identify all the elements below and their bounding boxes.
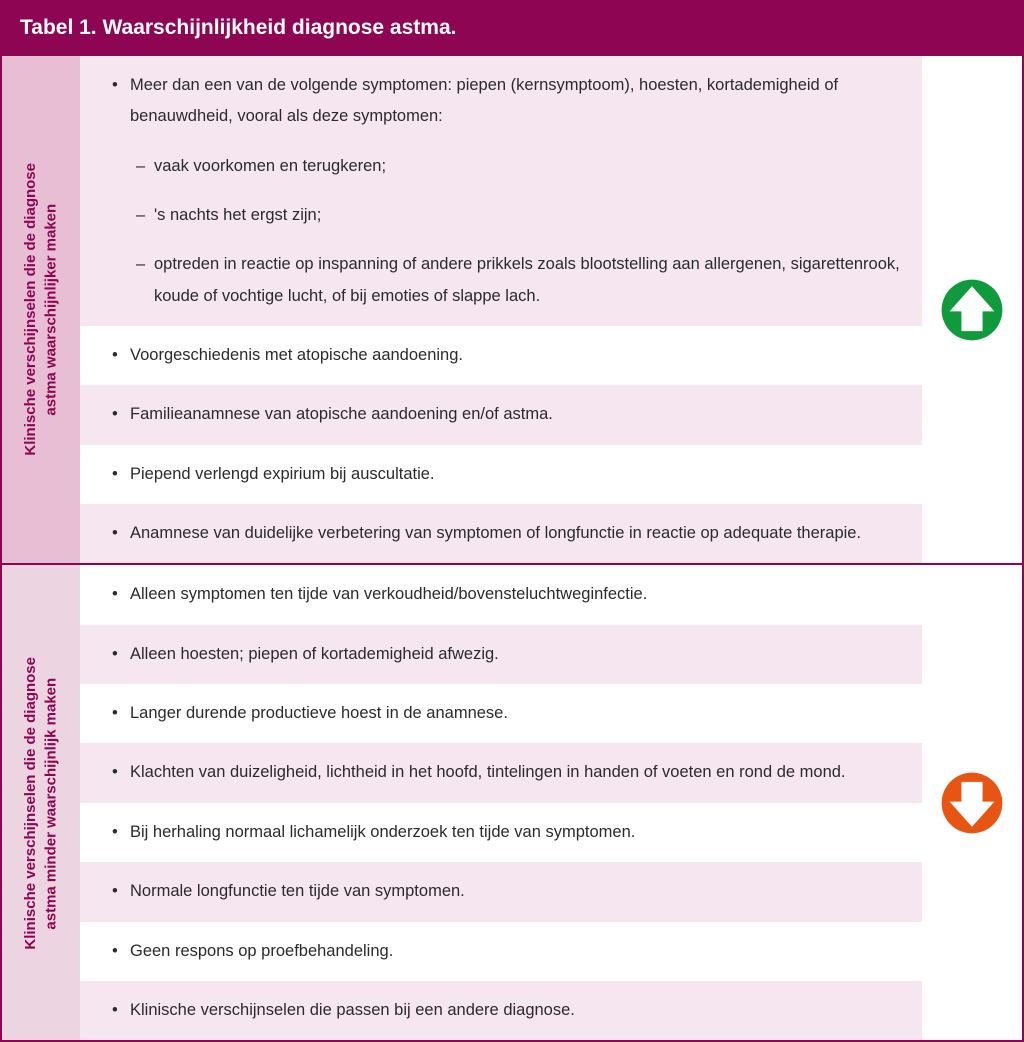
bullet-text: Meer dan een van de volgende symptomen: …	[112, 70, 902, 133]
table-row: Piepend verlengd expirium bij auscultati…	[80, 445, 922, 504]
table-row: Familieanamnese van atopische aandoening…	[80, 385, 922, 444]
table-row: Langer durende productieve hoest in de a…	[80, 684, 922, 743]
arrow-down-icon	[939, 770, 1005, 836]
bullet-text: Alleen hoesten; piepen of kortademigheid…	[112, 639, 902, 670]
table-row: Bij herhaling normaal lichamelijk onderz…	[80, 803, 922, 862]
bullet-text: Geen respons op proefbehandeling.	[112, 936, 902, 967]
icon-column-down	[922, 565, 1022, 1040]
table-row: Meer dan een van de volgende symptomen: …	[80, 56, 922, 326]
table-row: Alleen symptomen ten tijde van verkoudhe…	[80, 565, 922, 624]
content-less: Alleen symptomen ten tijde van verkoudhe…	[80, 565, 922, 1040]
table-row: Normale longfunctie ten tijde van sympto…	[80, 862, 922, 921]
table-asthma-likelihood: Tabel 1. Waarschijnlijkheid diagnose ast…	[0, 0, 1024, 1042]
bullet-text: Anamnese van duidelijke verbetering van …	[112, 518, 902, 549]
bullet-text: Piepend verlengd expirium bij auscultati…	[112, 459, 902, 490]
sub-bullet: vaak voorkomen en terugkeren;	[112, 151, 902, 182]
section-more-likely: Klinische verschijnselen die de diagnose…	[2, 54, 1022, 563]
sub-bullet: optreden in reactie op inspanning of and…	[112, 249, 902, 312]
side-label-more: Klinische verschijnselen die de diagnose…	[2, 56, 80, 563]
bullet-text: Klinische verschijnselen die passen bij …	[112, 995, 902, 1026]
icon-column-up	[922, 56, 1022, 563]
section-less-likely: Klinische verschijnselen die de diagnose…	[2, 563, 1022, 1040]
table-row: Klachten van duizeligheid, lichtheid in …	[80, 743, 922, 802]
table-title: Tabel 1. Waarschijnlijkheid diagnose ast…	[20, 16, 456, 39]
bullet-text: Familieanamnese van atopische aandoening…	[112, 399, 902, 430]
table-row: Voorgeschiedenis met atopische aandoenin…	[80, 326, 922, 385]
bullet-text: Alleen symptomen ten tijde van verkoudhe…	[112, 579, 902, 610]
bullet-text: Bij herhaling normaal lichamelijk onderz…	[112, 817, 902, 848]
table-header: Tabel 1. Waarschijnlijkheid diagnose ast…	[2, 2, 1022, 54]
bullet-text: Normale longfunctie ten tijde van sympto…	[112, 876, 902, 907]
side-label-more-text: Klinische verschijnselen die de diagnose…	[21, 163, 62, 456]
bullet-text: Langer durende productieve hoest in de a…	[112, 698, 902, 729]
table-row: Anamnese van duidelijke verbetering van …	[80, 504, 922, 563]
table-row: Alleen hoesten; piepen of kortademigheid…	[80, 625, 922, 684]
content-more: Meer dan een van de volgende symptomen: …	[80, 56, 922, 563]
table-row: Geen respons op proefbehandeling.	[80, 922, 922, 981]
sub-bullet: 's nachts het ergst zijn;	[112, 200, 902, 231]
side-label-less-text: Klinische verschijnselen die de diagnose…	[21, 657, 62, 950]
arrow-up-icon	[939, 277, 1005, 343]
bullet-text: Klachten van duizeligheid, lichtheid in …	[112, 757, 902, 788]
side-label-less: Klinische verschijnselen die de diagnose…	[2, 565, 80, 1040]
table-row: Klinische verschijnselen die passen bij …	[80, 981, 922, 1040]
bullet-text: Voorgeschiedenis met atopische aandoenin…	[112, 340, 902, 371]
